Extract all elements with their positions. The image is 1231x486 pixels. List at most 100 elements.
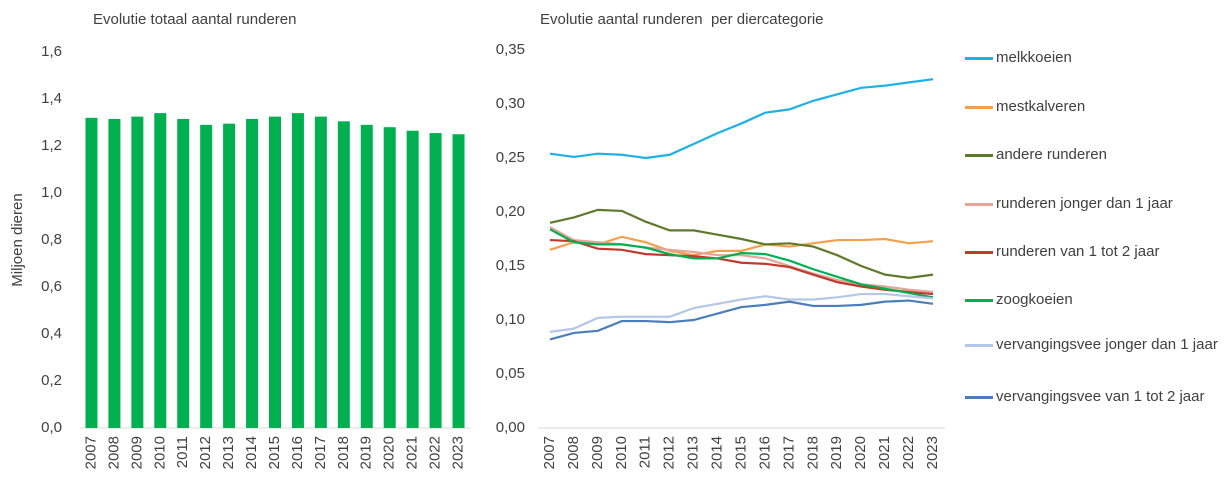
chart-title: Evolutie totaal aantal runderen (93, 11, 296, 28)
y-tick-label: 0,00 (496, 419, 525, 436)
legend-label: andere runderen (996, 146, 1107, 163)
y-tick-label: 0,8 (41, 231, 62, 248)
legend-label: vervangingsvee jonger dan 1 jaar (996, 336, 1218, 353)
x-tick-label: 2023 (924, 436, 941, 469)
bar (291, 113, 304, 428)
x-tick-label: 2023 (449, 436, 466, 469)
legend-label: runderen van 1 tot 2 jaar (996, 243, 1160, 260)
legend-label: melkkoeien (996, 49, 1072, 66)
line (549, 238, 934, 296)
y-axis-label: Miljoen dieren (9, 193, 26, 286)
bar (223, 123, 236, 429)
bar (154, 113, 167, 428)
x-tick-label: 2007 (82, 436, 99, 469)
x-tick-label: 2014 (709, 436, 726, 469)
bar (108, 118, 121, 428)
bar (246, 118, 259, 428)
y-tick-label: 0,30 (496, 95, 525, 112)
line (549, 226, 934, 294)
legend-item: runderen van 1 tot 2 jaar (965, 239, 1228, 265)
x-tick-label: 2012 (197, 436, 214, 469)
x-tick-label: 2021 (876, 436, 893, 469)
line (549, 299, 934, 341)
x-tick-label: 2012 (661, 436, 678, 469)
x-tick-label: 2009 (128, 436, 145, 469)
bar (177, 118, 190, 428)
bar (200, 124, 213, 428)
legend-swatch (965, 154, 993, 157)
legend-swatch (965, 299, 993, 302)
legend-item: mestkalveren (965, 94, 1228, 120)
bar (269, 116, 281, 428)
x-tick-label: 2017 (312, 436, 329, 469)
legend-label: mestkalveren (996, 98, 1086, 115)
y-tick-label: 1,6 (41, 43, 62, 60)
y-tick-label: 1,2 (41, 137, 62, 154)
bar (429, 133, 442, 428)
legend-item: runderen jonger dan 1 jaar (965, 191, 1228, 217)
line (549, 228, 934, 299)
y-tick-label: 0,20 (496, 203, 525, 220)
legend-label: vervangingsvee van 1 tot 2 jaar (996, 388, 1205, 405)
y-tick-label: 1,0 (41, 184, 62, 201)
x-tick-label: 2020 (852, 436, 869, 469)
bar (406, 130, 419, 428)
y-tick-label: 0,2 (41, 372, 62, 389)
x-tick-label: 2022 (427, 436, 444, 469)
bar (360, 124, 373, 428)
legend-swatch (965, 251, 993, 254)
y-tick-label: 0,10 (496, 311, 525, 328)
legend-label: runderen jonger dan 1 jaar (996, 195, 1173, 212)
x-tick-label: 2013 (220, 436, 237, 469)
x-tick-label: 2016 (756, 436, 773, 469)
x-tick-label: 2015 (732, 436, 749, 469)
bar (131, 116, 144, 428)
bar (314, 116, 327, 428)
x-tick-label: 2007 (541, 436, 558, 469)
legend-item: zoogkoeien (965, 287, 1228, 313)
x-tick-label: 2022 (900, 436, 917, 469)
legend-swatch (965, 203, 993, 206)
x-tick-label: 2016 (289, 436, 306, 469)
y-tick-label: 1,4 (41, 90, 62, 107)
legend-swatch (965, 106, 993, 109)
legend-swatch (965, 396, 993, 399)
line (549, 78, 934, 160)
bar (337, 121, 350, 428)
bar (85, 117, 98, 429)
x-tick-label: 2009 (589, 436, 606, 469)
x-tick-label: 2017 (780, 436, 797, 469)
line (549, 208, 934, 279)
chart-title: Evolutie aantal runderen per diercategor… (540, 11, 824, 28)
legend-item: melkkoeien (965, 45, 1228, 71)
legend-swatch (965, 57, 993, 60)
x-tick-label: 2013 (685, 436, 702, 469)
legend-item: andere runderen (965, 142, 1228, 168)
legend-label: zoogkoeien (996, 291, 1073, 308)
x-tick-label: 2008 (105, 436, 122, 469)
legend-item: vervangingsvee jonger dan 1 jaar (965, 332, 1228, 358)
x-tick-label: 2011 (174, 436, 191, 468)
y-tick-label: 0,6 (41, 278, 62, 295)
x-tick-label: 2018 (804, 436, 821, 469)
legend-swatch (965, 344, 993, 347)
y-tick-label: 0,0 (41, 419, 62, 436)
x-tick-label: 2008 (565, 436, 582, 469)
x-tick-label: 2015 (266, 436, 283, 469)
x-tick-label: 2010 (151, 436, 168, 469)
bar (383, 127, 396, 428)
y-tick-label: 0,4 (41, 325, 62, 342)
line (549, 235, 934, 257)
x-tick-label: 2019 (828, 436, 845, 469)
x-tick-label: 2011 (637, 436, 654, 468)
x-tick-label: 2021 (404, 436, 421, 469)
y-tick-label: 0,35 (496, 41, 525, 58)
line (549, 292, 934, 333)
y-tick-label: 0,05 (496, 365, 525, 382)
legend-item: vervangingsvee van 1 tot 2 jaar (965, 384, 1228, 410)
x-tick-label: 2018 (335, 436, 352, 469)
x-tick-label: 2014 (243, 436, 260, 469)
y-tick-label: 0,15 (496, 257, 525, 274)
